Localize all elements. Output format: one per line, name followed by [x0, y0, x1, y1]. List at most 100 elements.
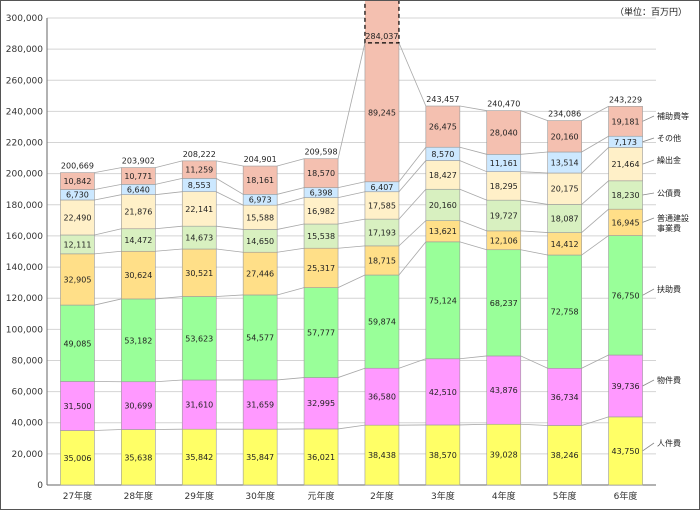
x-tick-label: 2年度 [370, 490, 394, 502]
y-tick-label: 100,000 [6, 325, 43, 335]
bar-value-label: 42,510 [429, 388, 457, 397]
bar-segment [364, 424, 400, 486]
legend-leader-line [642, 379, 655, 387]
bar-value-label: 31,659 [246, 401, 274, 410]
connector-line [94, 194, 122, 201]
bar-value-label: 36,021 [307, 453, 335, 462]
bar-segment [181, 379, 217, 430]
legend-leader-line [642, 137, 655, 143]
bar-value-label: 6,730 [66, 191, 89, 200]
bar-value-label: 11,161 [490, 159, 518, 168]
connector-line [337, 367, 366, 378]
bar-segment [547, 120, 582, 153]
bar-value-label: 25,317 [307, 264, 335, 273]
bar-value-label: 32,905 [63, 275, 91, 284]
y-tick-label: 260,000 [6, 76, 43, 86]
x-axis: 27年度 28年度 29年度 30年度 元年度 2年度 3年度 4年度 5年度 6年度 [63, 490, 638, 502]
bar-value-label: 21,464 [612, 160, 640, 169]
bar-segment [486, 423, 522, 486]
bar-value-label: 6,398 [310, 189, 333, 198]
y-tick-label: 0 [37, 481, 43, 491]
x-tick-label: 5年度 [553, 490, 577, 502]
connector-line [337, 424, 366, 430]
bar-segment [303, 287, 339, 378]
total-label: 200,669 [61, 162, 94, 171]
bar-value-label: 26,475 [429, 123, 457, 132]
bar-segment [60, 304, 95, 382]
x-tick-label: 6年度 [614, 490, 638, 502]
y-tick-label: 280,000 [6, 45, 43, 55]
y-tick-label: 300,000 [6, 14, 43, 24]
connector-line [277, 187, 305, 195]
bar-value-label: 17,193 [368, 229, 396, 238]
bar-segment [547, 425, 582, 486]
legend-label: 人件費 [657, 438, 681, 448]
legend-leader-line [642, 115, 655, 122]
bar-value-label: 17,585 [368, 201, 396, 210]
bar-segment [486, 249, 522, 357]
special-segment-bar [364, 1, 400, 44]
bar-segment [303, 158, 339, 188]
bars: 35,006 31,500 49,085 32,905 12,111 22,490 6,73… [60, 1, 643, 486]
bar-segment [364, 245, 400, 276]
connector-line [216, 178, 244, 195]
connector-line [581, 235, 609, 256]
connector-line [277, 247, 305, 253]
total-label: 203,902 [122, 157, 155, 166]
bar-value-label: 19,181 [612, 117, 640, 126]
bar-value-label: 35,006 [63, 454, 91, 463]
x-tick-label: 30年度 [245, 490, 274, 502]
bar-value-label: 10,842 [63, 177, 91, 186]
connector-line [94, 250, 122, 255]
connector-line [216, 294, 244, 297]
connector-line [155, 225, 183, 230]
connector-line [94, 183, 122, 190]
total-label: 234,086 [548, 110, 581, 119]
bar-value-label: 31,500 [63, 402, 91, 411]
bar-value-label: 35,847 [246, 453, 274, 462]
bar-value-label: 6,640 [127, 186, 150, 195]
total-labels: 200,669 203,902 208,222 204,901 209,598 284,0… [61, 32, 642, 171]
connector-line [155, 191, 183, 196]
bar-segment [242, 204, 278, 230]
bar-segment [303, 223, 339, 249]
bar-value-label: 12,106 [490, 236, 518, 245]
connector-line [459, 160, 487, 173]
bar-segment [364, 42, 400, 183]
bar-value-label: 76,750 [612, 291, 640, 300]
legend-label: 繰出金 [657, 155, 681, 165]
unit-label: （単位：百万円） [615, 6, 687, 18]
connector-line [459, 188, 487, 201]
bar-segment [242, 294, 278, 381]
connector-line [155, 296, 183, 300]
bar-segment [121, 194, 156, 230]
legend-label: 普通建設 [657, 213, 689, 223]
bar-value-label: 59,874 [368, 318, 396, 327]
connector-line [398, 160, 427, 193]
bar-value-label: 14,472 [124, 236, 152, 245]
bar-value-label: 20,160 [551, 132, 579, 141]
connector-lines [94, 42, 609, 431]
bar-value-label: 38,438 [368, 451, 396, 460]
total-label: 240,470 [487, 100, 520, 109]
x-tick-label: 27年度 [63, 490, 92, 502]
bar-value-label: 39,736 [612, 382, 640, 391]
bar-segment [425, 105, 461, 148]
connector-line [581, 416, 609, 426]
bar-value-label: 6,407 [370, 183, 393, 192]
connector-line [337, 274, 366, 288]
y-tick-label: 20,000 [12, 450, 44, 460]
connector-line [581, 180, 609, 205]
bar-segment [303, 377, 339, 430]
bar-value-label: 11,259 [185, 166, 213, 175]
total-label: 243,457 [426, 95, 459, 104]
connector-line [459, 105, 487, 112]
connector-line [216, 248, 244, 253]
y-tick-label: 40,000 [12, 419, 44, 429]
connector-line [338, 245, 365, 249]
connector-line [520, 423, 548, 426]
connector-line [216, 160, 244, 167]
bar-segment [547, 254, 582, 369]
